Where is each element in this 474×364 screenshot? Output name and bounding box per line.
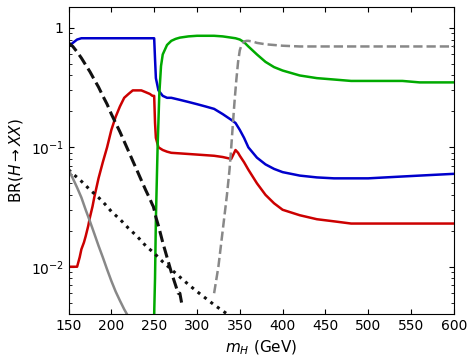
Y-axis label: $\mathrm{BR}(H \rightarrow XX)$: $\mathrm{BR}(H \rightarrow XX)$ [7, 118, 25, 203]
X-axis label: $m_H$ (GeV): $m_H$ (GeV) [225, 339, 297, 357]
